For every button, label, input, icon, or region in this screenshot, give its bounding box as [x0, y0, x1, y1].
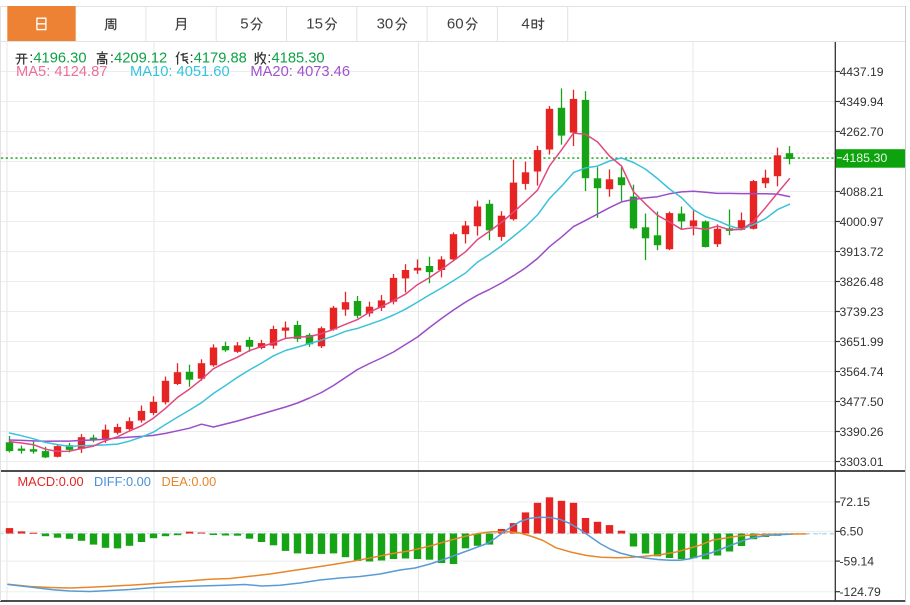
- svg-text:30: 30: [377, 16, 394, 33]
- svg-text:15: 15: [306, 16, 323, 33]
- svg-text:4349.94: 4349.94: [840, 95, 884, 109]
- svg-text:4209.12: 4209.12: [114, 51, 167, 67]
- svg-text:MA5: 4124.87: MA5: 4124.87: [16, 64, 107, 80]
- svg-text:-124.79: -124.79: [840, 585, 882, 599]
- svg-text:5: 5: [240, 16, 248, 33]
- svg-text:3390.26: 3390.26: [840, 425, 884, 439]
- svg-text:DIFF:0.00: DIFF:0.00: [94, 474, 151, 489]
- svg-text:4088.21: 4088.21: [840, 185, 884, 199]
- svg-text::: :: [190, 51, 194, 67]
- svg-text:4185.30: 4185.30: [272, 51, 325, 67]
- svg-text:3564.74: 3564.74: [840, 365, 884, 379]
- svg-text:60: 60: [447, 16, 464, 33]
- svg-text:3477.50: 3477.50: [840, 395, 884, 409]
- svg-text:3826.48: 3826.48: [840, 275, 884, 289]
- svg-text:72.15: 72.15: [840, 495, 871, 509]
- svg-text::: :: [29, 51, 33, 67]
- svg-text:-59.14: -59.14: [840, 554, 875, 568]
- svg-text:3651.99: 3651.99: [840, 335, 884, 349]
- svg-text:4: 4: [521, 16, 529, 33]
- svg-text:4185.30: 4185.30: [843, 151, 888, 165]
- svg-text:6.50: 6.50: [840, 525, 864, 539]
- svg-text:DEA:0.00: DEA:0.00: [162, 474, 217, 489]
- svg-text:MACD:0.00: MACD:0.00: [18, 474, 84, 489]
- svg-text:4179.88: 4179.88: [194, 51, 247, 67]
- svg-text::: :: [267, 51, 271, 67]
- svg-text:3303.01: 3303.01: [840, 455, 884, 469]
- svg-text:4000.97: 4000.97: [840, 215, 884, 229]
- svg-text:3739.23: 3739.23: [840, 305, 884, 319]
- svg-text:4262.70: 4262.70: [840, 125, 884, 139]
- svg-text:MA10: 4051.60: MA10: 4051.60: [130, 64, 230, 80]
- svg-text:3913.72: 3913.72: [840, 245, 884, 259]
- svg-text:4437.19: 4437.19: [840, 65, 884, 79]
- svg-text::: :: [110, 51, 114, 67]
- svg-text:4196.30: 4196.30: [33, 51, 86, 67]
- svg-text:MA20: 4073.46: MA20: 4073.46: [250, 64, 350, 80]
